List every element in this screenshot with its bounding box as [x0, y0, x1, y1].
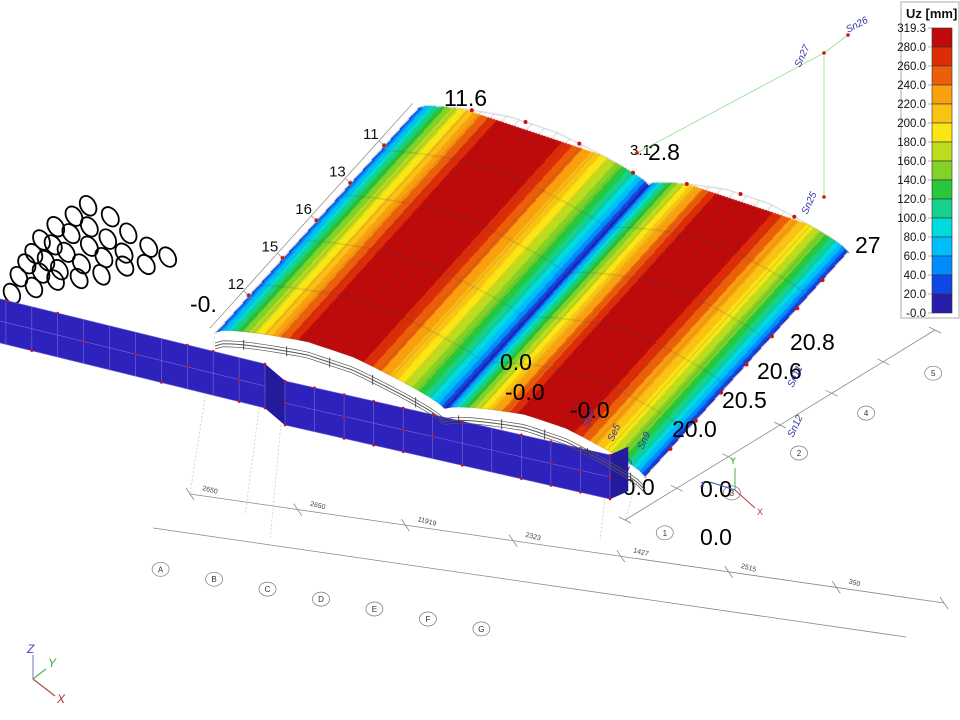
svg-text:z: z [700, 479, 705, 489]
svg-text:Uz [mm]: Uz [mm] [906, 6, 957, 21]
svg-text:240.0: 240.0 [897, 80, 926, 92]
svg-text:E: E [372, 605, 377, 614]
svg-text:11.6: 11.6 [444, 85, 487, 111]
svg-text:4: 4 [864, 409, 869, 418]
svg-text:X: X [757, 507, 763, 517]
svg-text:Sn12: Sn12 [786, 413, 806, 439]
svg-text:40.0: 40.0 [904, 270, 926, 282]
svg-text:Sn27: Sn27 [793, 43, 813, 69]
svg-text:27: 27 [855, 232, 881, 258]
svg-text:-0.: -0. [190, 291, 217, 317]
svg-text:0.0: 0.0 [500, 349, 532, 375]
svg-text:220.0: 220.0 [897, 99, 926, 111]
svg-text:2650: 2650 [309, 501, 326, 512]
svg-text:2323: 2323 [525, 532, 542, 543]
svg-text:X: X [56, 692, 66, 706]
svg-text:A: A [158, 565, 164, 574]
svg-text:2650: 2650 [201, 485, 218, 496]
svg-text:80.0: 80.0 [904, 232, 926, 244]
svg-text:0.0: 0.0 [700, 524, 732, 550]
svg-text:260.0: 260.0 [897, 61, 926, 73]
svg-text:G: G [478, 625, 484, 634]
svg-text:-0.0: -0.0 [505, 379, 545, 405]
svg-text:20.5: 20.5 [722, 387, 767, 413]
svg-text:2: 2 [797, 449, 802, 458]
svg-text:Sn26: Sn26 [844, 15, 870, 36]
svg-text:1: 1 [663, 529, 668, 538]
svg-text:2.8: 2.8 [648, 139, 680, 165]
svg-text:D: D [318, 595, 324, 604]
svg-text:0.0: 0.0 [700, 476, 732, 502]
svg-text:1427: 1427 [632, 547, 649, 558]
svg-text:11: 11 [363, 126, 379, 143]
svg-text:-0.0: -0.0 [906, 308, 926, 320]
svg-text:180.0: 180.0 [897, 137, 926, 149]
svg-text:16: 16 [295, 201, 312, 218]
svg-text:3.1: 3.1 [630, 142, 651, 159]
svg-text:13: 13 [329, 163, 346, 180]
svg-text:319.3: 319.3 [897, 23, 926, 35]
svg-text:15: 15 [262, 238, 279, 255]
svg-text:20.0: 20.0 [904, 289, 926, 301]
svg-text:2515: 2515 [740, 563, 757, 574]
svg-text:Sn25: Sn25 [800, 190, 820, 216]
svg-text:Z: Z [26, 642, 35, 656]
svg-text:Sn9: Sn9 [636, 430, 654, 451]
svg-text:B: B [211, 575, 216, 584]
svg-text:Y: Y [48, 656, 57, 670]
svg-text:200.0: 200.0 [897, 118, 926, 130]
svg-text:350: 350 [848, 579, 861, 589]
svg-text:Y: Y [730, 456, 736, 466]
svg-text:11919: 11919 [417, 516, 437, 528]
svg-text:12: 12 [228, 276, 245, 293]
svg-text:60.0: 60.0 [904, 251, 926, 263]
svg-text:280.0: 280.0 [897, 42, 926, 54]
svg-text:100.0: 100.0 [897, 213, 926, 225]
svg-text:5: 5 [931, 369, 936, 378]
svg-text:C: C [265, 585, 271, 594]
svg-text:F: F [425, 615, 430, 624]
svg-text:20.8: 20.8 [790, 329, 835, 355]
svg-text:Se5: Se5 [606, 422, 624, 443]
svg-text:120.0: 120.0 [897, 194, 926, 206]
svg-text:140.0: 140.0 [897, 175, 926, 187]
svg-text:160.0: 160.0 [897, 156, 926, 168]
